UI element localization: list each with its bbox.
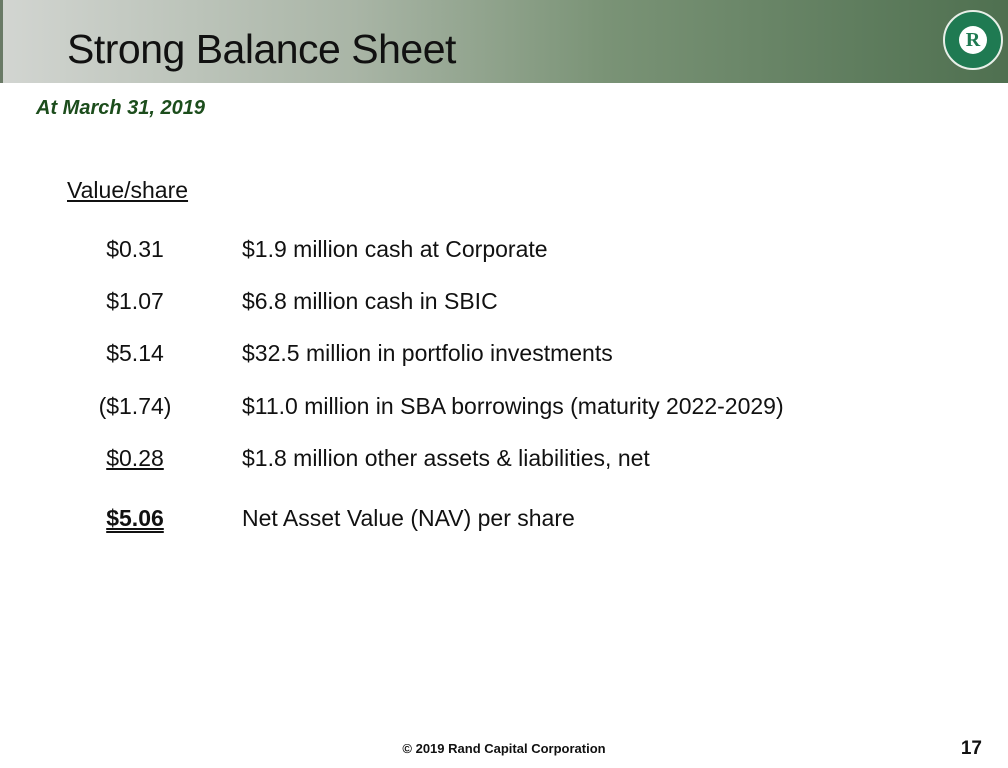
company-logo: R <box>943 10 1003 70</box>
logo-letter: R <box>959 26 987 54</box>
row-description: $32.5 million in portfolio investments <box>242 340 613 366</box>
row-description: $11.0 million in SBA borrowings (maturit… <box>242 393 784 419</box>
slide-title: Strong Balance Sheet <box>67 26 456 72</box>
copyright-footer: © 2019 Rand Capital Corporation <box>402 741 606 756</box>
row-value: $0.28 <box>106 445 164 471</box>
row-description: $6.8 million cash in SBIC <box>242 288 498 314</box>
row-value: ($1.74) <box>98 393 172 419</box>
row-value: $5.14 <box>106 340 164 366</box>
row-value: $0.31 <box>106 236 164 262</box>
row-description: $1.9 million cash at Corporate <box>242 236 548 262</box>
page-number: 17 <box>960 738 982 759</box>
slide-subtitle: At March 31, 2019 <box>36 97 205 119</box>
title-banner: Strong Balance Sheet R <box>0 0 1008 83</box>
row-value: $1.07 <box>106 288 164 314</box>
row-description: $1.8 million other assets & liabilities,… <box>242 445 650 471</box>
column-header: Value/share <box>67 177 189 203</box>
row-description: Net Asset Value (NAV) per share <box>242 505 575 531</box>
nav-value: $5.06 <box>106 505 164 531</box>
